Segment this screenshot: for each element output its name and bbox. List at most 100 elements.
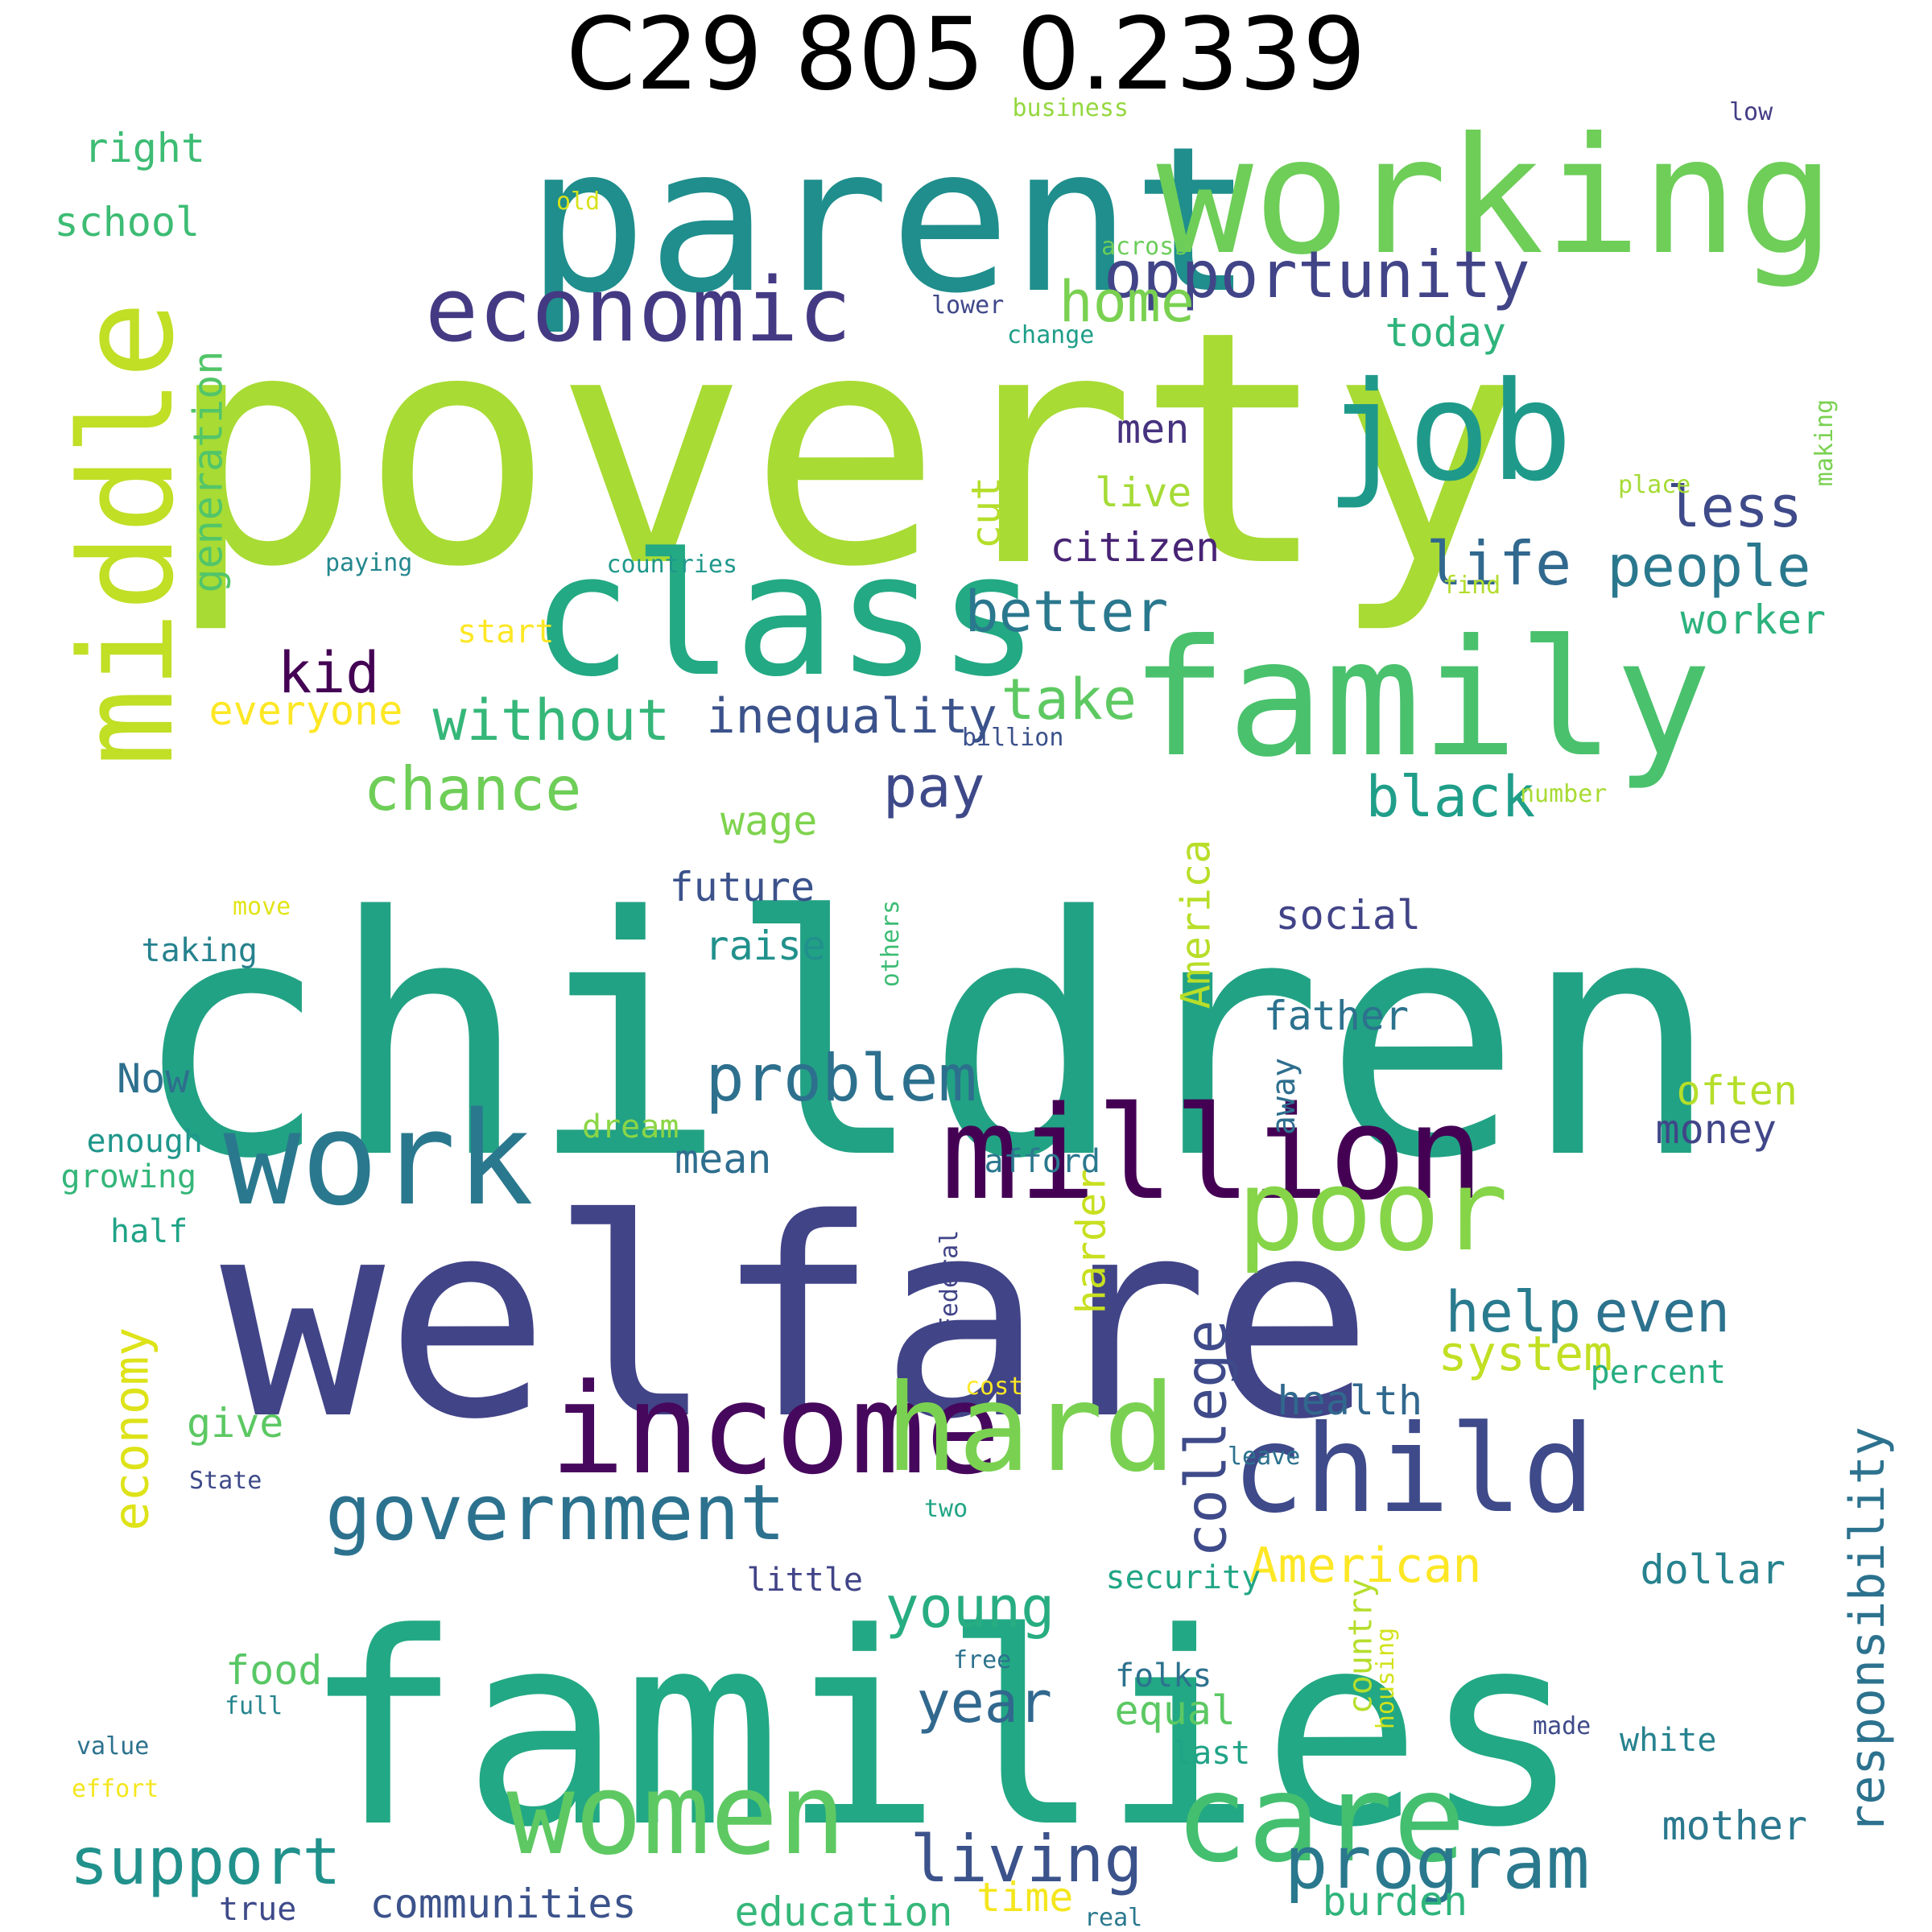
word-men: men — [1117, 406, 1190, 452]
word-percent: percent — [1590, 1354, 1727, 1391]
word-place: place — [1618, 471, 1691, 499]
word-billion: billion — [962, 724, 1064, 752]
word-food: food — [225, 1647, 323, 1694]
word-little: little — [746, 1562, 864, 1599]
word-future: future — [669, 864, 815, 910]
word-hard: hard — [885, 1359, 1176, 1499]
word-give: give — [187, 1400, 284, 1447]
word-government: government — [325, 1468, 786, 1558]
word-raise: raise — [704, 923, 827, 969]
word-support: support — [69, 1824, 341, 1899]
word-enough: enough — [86, 1123, 204, 1160]
word-time: time — [976, 1874, 1074, 1921]
word-now: Now — [117, 1055, 190, 1102]
word-american: American — [1249, 1538, 1482, 1594]
word-harder: harder — [1067, 1168, 1114, 1315]
word-lower: lower — [931, 291, 1005, 320]
word-job: job — [1325, 353, 1573, 512]
word-family: family — [1130, 605, 1712, 793]
word-half: half — [110, 1213, 188, 1250]
word-middle: middle — [51, 301, 202, 766]
word-last: last — [1173, 1735, 1251, 1772]
word-leave: leave — [1228, 1443, 1301, 1471]
word-work: work — [223, 1084, 534, 1234]
word-true: true — [219, 1891, 297, 1928]
word-two: two — [924, 1495, 968, 1523]
word-people: people — [1607, 534, 1811, 600]
word-federal: Federal — [935, 1229, 964, 1332]
word-chance: chance — [363, 753, 582, 824]
word-help: help — [1445, 1279, 1582, 1345]
word-families: families — [302, 1576, 1582, 1885]
word-white: white — [1620, 1722, 1717, 1759]
word-million: million — [941, 1078, 1484, 1228]
word-security: security — [1105, 1559, 1261, 1596]
word-pay: pay — [883, 754, 985, 820]
word-start: start — [457, 613, 555, 650]
word-making: making — [1810, 398, 1839, 487]
word-child: child — [1232, 1400, 1596, 1540]
word-poor: poor — [1236, 1146, 1509, 1277]
word-class: class — [530, 517, 1040, 714]
word-free: free — [953, 1646, 1012, 1674]
word-home: home — [1059, 269, 1195, 335]
word-less: less — [1666, 474, 1803, 540]
word-income: income — [550, 1356, 1001, 1502]
word-system: system — [1438, 1326, 1613, 1382]
word-economic: economic — [425, 258, 852, 361]
word-live: live — [1095, 469, 1192, 516]
word-worker: worker — [1680, 597, 1827, 643]
word-away: away — [1265, 1057, 1303, 1136]
word-dollar: dollar — [1640, 1546, 1786, 1593]
word-problem: problem — [705, 1041, 977, 1116]
word-folks: folks — [1115, 1657, 1212, 1695]
word-mother: mother — [1662, 1802, 1808, 1849]
word-social: social — [1275, 892, 1422, 939]
word-old: old — [556, 188, 601, 216]
word-generation: generation — [184, 350, 232, 593]
word-school: school — [54, 199, 200, 246]
word-life: life — [1426, 527, 1572, 599]
word-children: children — [130, 846, 1721, 1231]
word-women: women — [506, 1749, 846, 1880]
word-kid: kid — [278, 640, 380, 706]
word-equal: equal — [1114, 1687, 1236, 1734]
word-growing: growing — [60, 1158, 197, 1195]
word-made: made — [1533, 1712, 1591, 1740]
word-better: better — [964, 579, 1169, 645]
word-everyone: everyone — [208, 687, 403, 734]
word-low: low — [1729, 98, 1773, 126]
word-take: take — [1001, 667, 1137, 733]
word-often: often — [1676, 1067, 1798, 1114]
word-effort: effort — [72, 1775, 159, 1803]
word-others: others — [877, 899, 906, 988]
word-welfare: welfare — [220, 1161, 1374, 1480]
word-wage: wage — [720, 798, 818, 844]
word-living: living — [910, 1822, 1143, 1897]
word-poverty: poverty — [167, 263, 1524, 638]
word-countries: countries — [606, 551, 738, 579]
word-college: college — [1173, 1319, 1240, 1558]
word-responsibility: responsibility — [1839, 1426, 1896, 1834]
word-program: program — [1284, 1821, 1590, 1905]
word-money: money — [1655, 1106, 1777, 1153]
word-housing: housing — [1372, 1627, 1401, 1730]
word-business: business — [1012, 94, 1129, 122]
word-paying: paying — [325, 549, 413, 577]
word-across: across — [1101, 233, 1189, 261]
word-change: change — [1007, 321, 1095, 349]
word-cut: cut — [963, 476, 1010, 550]
word-find: find — [1443, 572, 1501, 600]
word-today: today — [1385, 309, 1507, 356]
word-parent: parent — [526, 103, 1253, 337]
word-value: value — [76, 1732, 150, 1761]
word-father: father — [1263, 993, 1410, 1039]
word-dream: dream — [582, 1108, 679, 1146]
word-real: real — [1084, 1904, 1143, 1932]
word-black: black — [1365, 764, 1536, 830]
word-inequality: inequality — [706, 688, 997, 745]
word-year: year — [916, 1670, 1053, 1736]
word-education: education — [734, 1889, 953, 1932]
